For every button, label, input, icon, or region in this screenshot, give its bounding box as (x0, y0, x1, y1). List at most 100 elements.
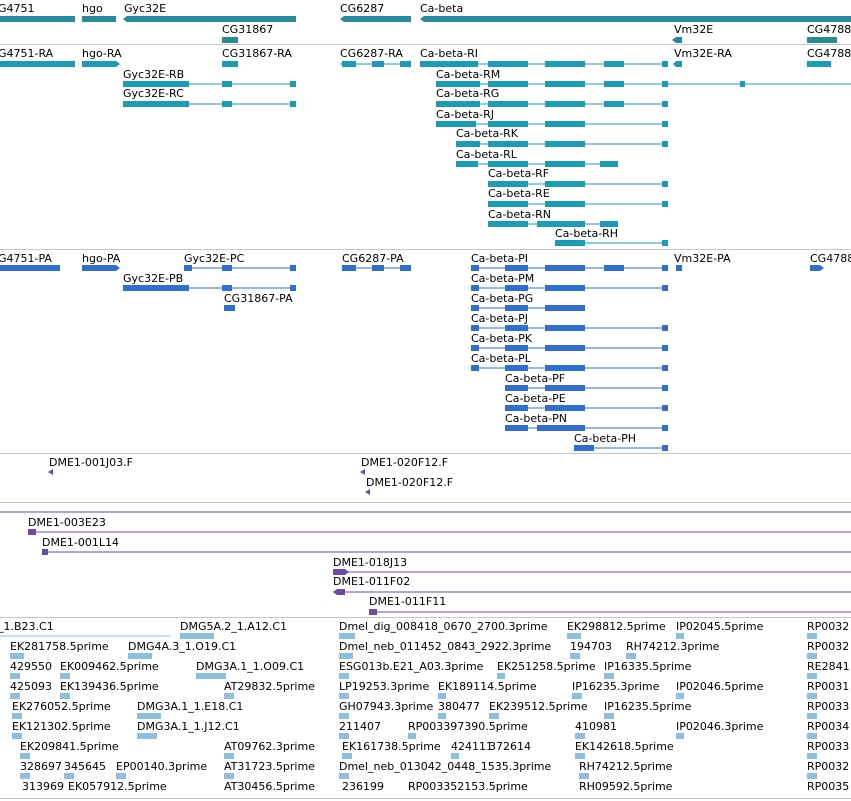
est-label[interactable]: DMG3A.1_1.E18.C1 (137, 700, 243, 713)
protein-glyph[interactable] (372, 265, 384, 271)
est-label[interactable]: DMG3A.1_1.J12.C1 (137, 720, 240, 733)
transcript-label[interactable]: Ca-beta-RJ (436, 108, 494, 121)
transcript-glyph[interactable] (662, 81, 668, 87)
est-glyph[interactable] (807, 693, 817, 699)
transcript-label[interactable]: Ca-beta-RM (436, 68, 500, 81)
transcript-glyph[interactable] (673, 61, 682, 67)
est-label[interactable]: EK251258.5prime (497, 660, 596, 673)
protein-glyph[interactable] (810, 265, 824, 271)
transcript-glyph[interactable] (662, 141, 668, 147)
protein-glyph[interactable] (545, 405, 585, 411)
est-label[interactable]: RP0032 (807, 760, 849, 773)
est-glyph[interactable] (342, 753, 352, 759)
transcript-label[interactable]: Ca-beta-RN (488, 208, 551, 221)
est-label[interactable]: AT09762.3prime (224, 740, 315, 753)
transcript-label[interactable]: Ca-beta-RE (488, 187, 550, 200)
est-glyph[interactable] (339, 773, 349, 779)
est-glyph[interactable] (339, 673, 349, 679)
transcript-glyph[interactable] (488, 81, 528, 87)
protein-label[interactable]: Ca-beta-PH (574, 432, 636, 445)
protein-glyph[interactable] (662, 345, 668, 351)
transcript-glyph[interactable] (545, 121, 585, 127)
transcript-glyph[interactable] (545, 101, 585, 107)
gene-label[interactable]: CG6287 (340, 2, 384, 15)
est-label[interactable]: 424111 (451, 740, 493, 753)
protein-glyph[interactable] (662, 325, 668, 331)
est-label[interactable]: AT30456.5prime (224, 780, 315, 793)
transcript-label[interactable]: hgo-RA (82, 47, 122, 60)
est-label[interactable]: RP0035 (807, 780, 849, 793)
est-glyph[interactable] (807, 673, 817, 679)
est-glyph[interactable] (570, 653, 580, 659)
transcript-glyph[interactable] (123, 101, 189, 107)
est-glyph[interactable] (116, 773, 126, 779)
clone-glyph[interactable] (333, 569, 349, 575)
transcript-glyph[interactable] (488, 161, 528, 167)
gene-glyph[interactable] (222, 37, 238, 43)
gene-label[interactable]: CG31867 (222, 23, 273, 36)
est-glyph[interactable] (579, 773, 589, 779)
clone-end-glyph[interactable] (360, 469, 365, 475)
transcript-glyph[interactable] (807, 61, 831, 67)
est-label[interactable]: 211407 (339, 720, 381, 733)
transcript-glyph[interactable] (342, 61, 356, 67)
transcript-glyph[interactable] (545, 141, 585, 147)
protein-glyph[interactable] (471, 345, 479, 351)
est-glyph[interactable] (60, 693, 70, 699)
est-label[interactable]: AT29832.5prime (224, 680, 315, 693)
protein-label[interactable]: Vm32E-PA (674, 252, 731, 265)
est-label[interactable]: EK009462.5prime (60, 660, 159, 673)
transcript-label[interactable]: Ca-beta-RL (456, 148, 518, 161)
est-label[interactable]: RP0031 (807, 680, 849, 693)
protein-glyph[interactable] (82, 265, 120, 271)
transcript-label[interactable]: Ca-beta-RF (488, 167, 549, 180)
transcript-label[interactable]: Ca-beta-RK (456, 127, 519, 140)
protein-glyph[interactable] (505, 285, 528, 291)
protein-glyph[interactable] (545, 385, 585, 391)
transcript-glyph[interactable] (740, 81, 745, 87)
est-glyph[interactable] (676, 733, 684, 739)
protein-label[interactable]: CG31867-PA (224, 292, 293, 305)
est-label[interactable]: EK239512.5prime (489, 700, 588, 713)
protein-glyph[interactable] (662, 365, 668, 371)
est-label[interactable]: 429550 (10, 660, 52, 673)
gene-label[interactable]: CG4788 (807, 23, 851, 36)
est-glyph[interactable] (339, 693, 349, 699)
est-label[interactable]: IP02046.3prime (676, 720, 764, 733)
protein-label[interactable]: Gyc32E-PB (123, 272, 183, 285)
protein-label[interactable]: hgo-PA (82, 252, 121, 265)
clone-glyph[interactable] (42, 549, 48, 555)
est-glyph[interactable] (339, 733, 349, 739)
gene-glyph[interactable] (82, 16, 116, 22)
protein-glyph[interactable] (545, 365, 585, 371)
protein-glyph[interactable] (662, 425, 668, 431)
clone-end-label[interactable]: DME1-001J03.F (49, 456, 133, 469)
est-glyph[interactable] (224, 753, 234, 759)
transcript-glyph[interactable] (488, 221, 528, 227)
est-glyph[interactable] (572, 693, 582, 699)
protein-glyph[interactable] (545, 305, 585, 311)
transcript-glyph[interactable] (662, 201, 668, 207)
gene-label[interactable]: Vm32E (674, 23, 713, 36)
est-label[interactable]: EK057912.5prime (68, 780, 167, 793)
protein-label[interactable]: CG6287-PA (342, 252, 404, 265)
est-glyph[interactable] (438, 713, 446, 719)
transcript-glyph[interactable] (222, 61, 238, 67)
est-label[interactable]: RP0033 (807, 740, 849, 753)
est-label[interactable]: RP0033 (807, 700, 849, 713)
transcript-glyph[interactable] (456, 161, 478, 167)
est-label[interactable]: RH74212.3prime (626, 640, 720, 653)
transcript-glyph[interactable] (545, 61, 585, 67)
protein-glyph[interactable] (604, 265, 624, 271)
est-label[interactable]: RP0034 (807, 720, 849, 733)
transcript-glyph[interactable] (488, 181, 528, 187)
est-label[interactable]: EK209841.5prime (20, 740, 119, 753)
gene-glyph[interactable] (0, 16, 75, 22)
transcript-glyph[interactable] (488, 61, 528, 67)
est-glyph[interactable] (497, 673, 505, 679)
transcript-glyph[interactable] (82, 61, 120, 67)
protein-glyph[interactable] (505, 325, 528, 331)
transcript-glyph[interactable] (436, 101, 480, 107)
protein-label[interactable]: Ca-beta-PM (471, 272, 534, 285)
est-label[interactable]: EK142618.5prime (575, 740, 674, 753)
